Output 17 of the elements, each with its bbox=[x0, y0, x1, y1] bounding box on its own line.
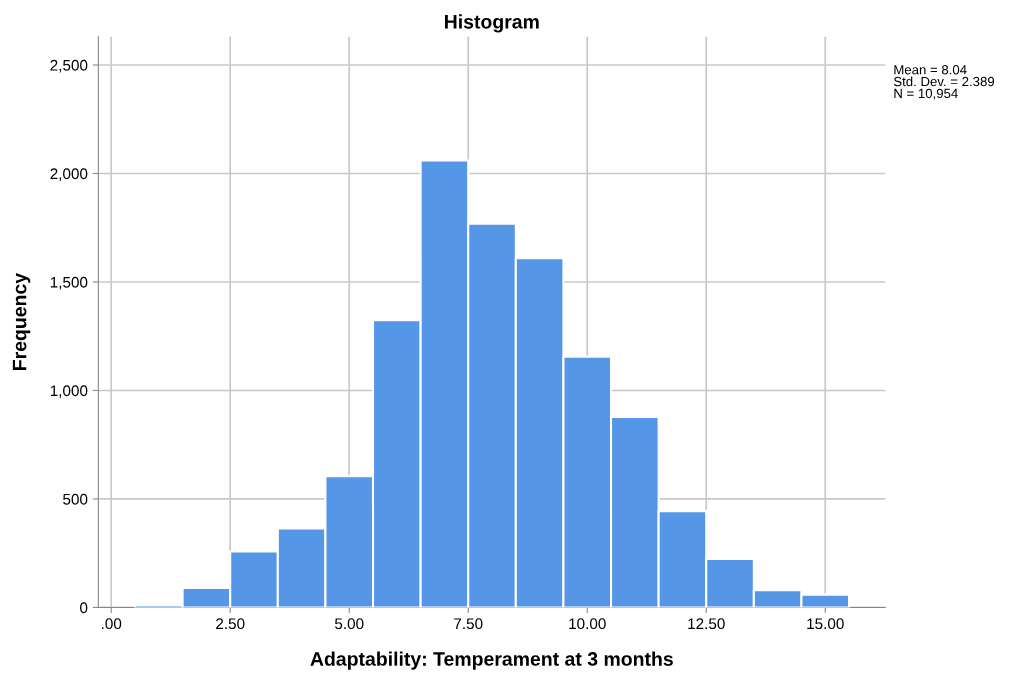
x-tick-label: 12.50 bbox=[688, 618, 725, 630]
y-tick-label: 1,500 bbox=[50, 276, 88, 290]
y-axis-title: Frequency bbox=[12, 273, 31, 370]
text: Mean = 8.04 Std. Dev. = 2.389 N = 10,954 bbox=[893, 65, 995, 100]
x-tick-label: 15.00 bbox=[807, 618, 844, 630]
y-tick-label: 2,000 bbox=[50, 168, 88, 181]
y-tick-label: 0 bbox=[80, 602, 88, 614]
chart-title: Histogram bbox=[445, 14, 539, 33]
y-tick-label: 2,500 bbox=[50, 59, 88, 73]
x-tick-label: 7.50 bbox=[454, 618, 483, 630]
x-tick-label: .00 bbox=[101, 618, 122, 630]
y-tick-label: 1,000 bbox=[50, 385, 88, 398]
x-axis-title: Adaptability: Temperament at 3 months bbox=[310, 651, 673, 670]
y-tick-label: 500 bbox=[63, 493, 88, 505]
x-tick-label: 2.50 bbox=[216, 618, 245, 630]
x-tick-label: 10.00 bbox=[569, 618, 606, 630]
x-tick-label: 5.00 bbox=[334, 618, 364, 630]
